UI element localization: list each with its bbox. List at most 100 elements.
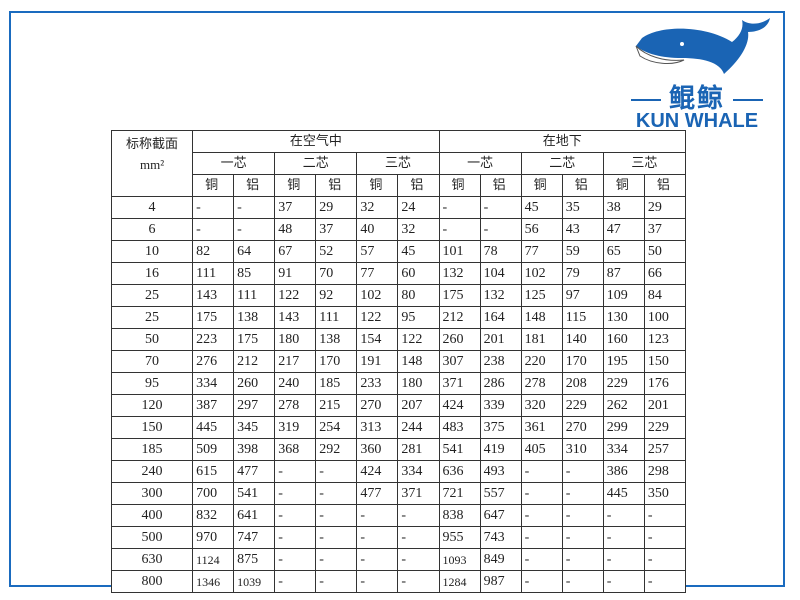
value-cell: 122 — [356, 306, 399, 329]
value-cell: - — [520, 570, 563, 593]
value-cell: 100 — [643, 306, 687, 329]
value-cell: 111 — [233, 284, 276, 307]
value-cell: 143 — [192, 284, 235, 307]
value-cell: - — [643, 570, 687, 593]
value-cell: 56 — [520, 218, 563, 241]
size-cell: 16 — [110, 262, 194, 285]
table-row: 630 1124 875- - - -1093 849- - - - — [110, 548, 687, 571]
value-cell: 111 — [192, 262, 235, 285]
value-cell: 270 — [356, 394, 399, 417]
value-cell: 987 — [479, 570, 522, 593]
value-cell: 180 — [274, 328, 317, 351]
value-cell: 254 — [315, 416, 358, 439]
value-cell: - — [356, 548, 399, 571]
table-row: 500 970 747- - - -955 743- - - - — [110, 526, 687, 549]
value-cell: 320 — [520, 394, 563, 417]
value-cell: 212 — [233, 350, 276, 373]
value-cell: 334 — [397, 460, 440, 483]
value-cell: 122 — [274, 284, 317, 307]
table-row: 120 387 297 278 215 270 207 424 339 320 229 262 201 — [110, 394, 687, 417]
value-cell: 160 — [602, 328, 645, 351]
aluminum-header: 铝 — [233, 174, 276, 197]
value-cell: - — [520, 460, 563, 483]
size-cell: 400 — [110, 504, 194, 527]
value-cell: 91 — [274, 262, 317, 285]
value-cell: 278 — [520, 372, 563, 395]
value-cell: 57 — [356, 240, 399, 263]
value-cell: 50 — [643, 240, 687, 263]
size-cell: 185 — [110, 438, 194, 461]
value-cell: 29 — [315, 196, 358, 219]
value-cell: - — [356, 570, 399, 593]
value-cell: 77 — [356, 262, 399, 285]
value-cell: 32 — [397, 218, 440, 241]
value-cell: 102 — [356, 284, 399, 307]
value-cell: - — [561, 548, 604, 571]
value-cell: 220 — [520, 350, 563, 373]
value-cell: 832 — [192, 504, 235, 527]
value-cell: 238 — [479, 350, 522, 373]
value-cell: - — [643, 526, 687, 549]
value-cell: 66 — [643, 262, 687, 285]
value-cell: 85 — [233, 262, 276, 285]
value-cell: 154 — [356, 328, 399, 351]
value-cell: 244 — [397, 416, 440, 439]
copper-header: 铜 — [356, 174, 399, 197]
size-cell: 50 — [110, 328, 194, 351]
value-cell: 201 — [643, 394, 687, 417]
value-cell: 37 — [315, 218, 358, 241]
value-cell: - — [315, 460, 358, 483]
value-cell: 1093 — [438, 548, 481, 571]
value-cell: 132 — [479, 284, 522, 307]
value-cell: 970 — [192, 526, 235, 549]
value-cell: 40 — [356, 218, 399, 241]
value-cell: 150 — [643, 350, 687, 373]
size-cell: 10 — [110, 240, 194, 263]
copper-header: 铜 — [438, 174, 481, 197]
value-cell: 424 — [438, 394, 481, 417]
value-cell: 111 — [315, 306, 358, 329]
table-row: 150 445 345 319 254 313 244 483 375 361 270 299 229 — [110, 416, 687, 439]
table-row: 400 832 641- - - -838 647- - - - — [110, 504, 687, 527]
value-cell: 483 — [438, 416, 481, 439]
size-cell: 25 — [110, 306, 194, 329]
value-cell: 215 — [315, 394, 358, 417]
value-cell: - — [274, 482, 317, 505]
table-row: 25 143 111 122 92 102 80 175 132 125 97 109 84 — [110, 284, 687, 307]
value-cell: 509 — [192, 438, 235, 461]
value-cell: 212 — [438, 306, 481, 329]
value-cell: - — [356, 526, 399, 549]
core-header: 二芯 — [520, 152, 604, 175]
value-cell: 405 — [520, 438, 563, 461]
value-cell: 541 — [233, 482, 276, 505]
value-cell: 92 — [315, 284, 358, 307]
copper-header: 铜 — [274, 174, 317, 197]
value-cell: - — [602, 504, 645, 527]
value-cell: 35 — [561, 196, 604, 219]
aluminum-header: 铝 — [561, 174, 604, 197]
value-cell: 181 — [520, 328, 563, 351]
value-cell: - — [602, 548, 645, 571]
value-cell: - — [315, 570, 358, 593]
size-header: 标称截面 mm² — [110, 130, 194, 197]
value-cell: 319 — [274, 416, 317, 439]
value-cell: - — [233, 196, 276, 219]
value-cell: - — [479, 218, 522, 241]
table-row: 70 276 212 217 170 191 148 307 238 220 170 195 150 — [110, 350, 687, 373]
core-header: 一芯 — [192, 152, 276, 175]
value-cell: - — [397, 570, 440, 593]
value-cell: 170 — [561, 350, 604, 373]
value-cell: 175 — [233, 328, 276, 351]
value-cell: - — [397, 548, 440, 571]
value-cell: - — [315, 526, 358, 549]
value-cell: 140 — [561, 328, 604, 351]
value-cell: 170 — [315, 350, 358, 373]
value-cell: 557 — [479, 482, 522, 505]
value-cell: 334 — [192, 372, 235, 395]
value-cell: 59 — [561, 240, 604, 263]
value-cell: 310 — [561, 438, 604, 461]
value-cell: - — [397, 526, 440, 549]
value-cell: 122 — [397, 328, 440, 351]
value-cell: 60 — [397, 262, 440, 285]
value-cell: 48 — [274, 218, 317, 241]
